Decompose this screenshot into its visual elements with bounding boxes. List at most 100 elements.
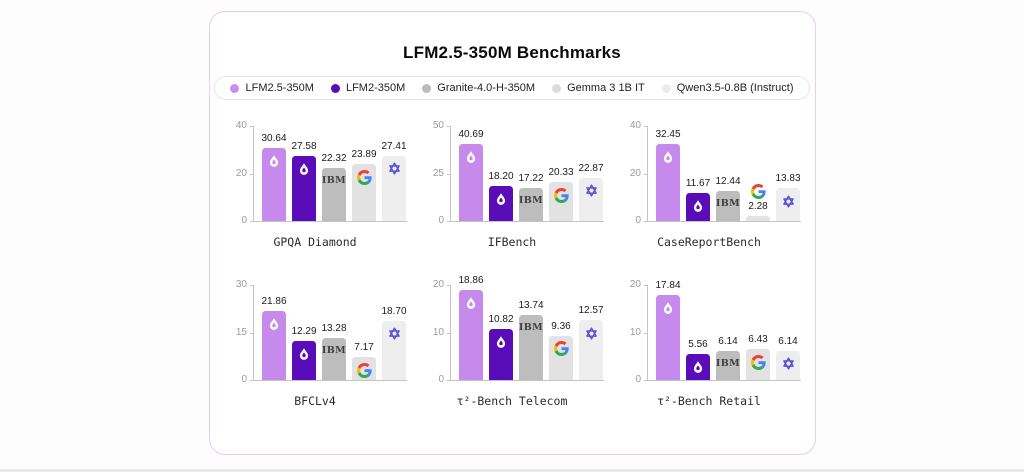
bar-group-lfm2-350m: 5.56 xyxy=(686,285,710,380)
bar-value-label: 12.57 xyxy=(578,305,604,317)
plot-area: 18.86 10.82 13.74 IBM 9.36 12.57 0 10 20 xyxy=(420,276,604,385)
chart-title: IFBench xyxy=(487,235,537,249)
qwen-logo-icon xyxy=(386,161,402,177)
benchmark-chart-bfclv4: 21.86 12.29 13.28 IBM 7.17 18.70 0 15 30 BFCLv4 xyxy=(223,280,407,408)
y-axis-tick-mark xyxy=(644,332,648,334)
bars: 17.84 5.56 6.14 IBM 6.43 6.14 xyxy=(655,281,800,380)
bar-value-label: 6.43 xyxy=(748,334,768,346)
bar-group-granite-4-0-h-350m: 22.32 IBM xyxy=(321,126,347,221)
x-axis xyxy=(450,380,604,381)
legend-item-label: Qwen3.5-0.8B (Instruct) xyxy=(676,82,794,94)
bar xyxy=(352,164,376,221)
bar-group-gemma-3-1b-it: 9.36 xyxy=(549,285,573,380)
page-title: LFM2.5-350M Benchmarks xyxy=(403,43,621,62)
ibm-logo-icon: IBM xyxy=(321,344,347,356)
bar-group-gemma-3-1b-it: 2.28 xyxy=(746,126,770,221)
bar-value-label: 11.67 xyxy=(685,178,711,190)
bar xyxy=(579,320,603,380)
ibm-logo-icon: IBM xyxy=(715,357,741,369)
y-axis-tick-label: 50 xyxy=(432,120,444,131)
y-axis-tick-label: 10 xyxy=(629,326,641,338)
y-axis-tick-label: 0 xyxy=(635,374,641,385)
x-axis xyxy=(253,221,407,222)
bar-group-qwen3-5-0-8b-instruct: 6.14 xyxy=(776,285,800,380)
bar xyxy=(746,349,770,380)
bar-value-label: 40.69 xyxy=(458,128,484,140)
qwen-logo-icon xyxy=(583,183,599,199)
bar-value-label: 21.86 xyxy=(261,295,287,307)
liquid-droplet-icon xyxy=(660,300,676,316)
legend-item: LFM2-350M xyxy=(330,82,405,94)
ibm-logo-icon: IBM xyxy=(518,321,544,333)
ibm-logo-icon: IBM xyxy=(715,198,741,210)
y-axis-tick-mark xyxy=(447,332,451,334)
bar xyxy=(292,155,316,221)
bar-group-qwen3-5-0-8b-instruct: 22.87 xyxy=(578,126,604,221)
plot-area: 21.86 12.29 13.28 IBM 7.17 18.70 0 15 30 xyxy=(223,280,407,385)
benchmark-chart-tau2-bench-telecom: 18.86 10.82 13.74 IBM 9.36 12.57 0 10 20 τ²-Ben… xyxy=(420,276,604,408)
bars: 21.86 12.29 13.28 IBM 7.17 18.70 xyxy=(261,285,407,380)
bar-group-lfm2-350m: 11.67 xyxy=(686,126,710,221)
legend-dot xyxy=(552,83,562,93)
y-axis-tick-label: 20 xyxy=(629,167,641,179)
bar xyxy=(459,143,483,221)
bar-group-qwen3-5-0-8b-instruct: 27.41 xyxy=(381,126,407,221)
bar-value-label: 12.29 xyxy=(291,326,317,338)
bar: IBM xyxy=(715,350,741,380)
legend-item: LFM2.5-350M xyxy=(230,82,314,94)
bar xyxy=(489,186,513,221)
google-g-icon xyxy=(553,187,569,203)
bar xyxy=(776,188,800,221)
bar-value-label: 32.45 xyxy=(655,128,681,140)
y-axis-tick-mark xyxy=(250,221,254,222)
y-axis-tick-mark xyxy=(250,285,254,286)
plot-area: 40.69 18.20 17.22 IBM 20.33 22.87 0 25 50 xyxy=(420,121,604,226)
y-axis-tick-mark xyxy=(447,285,451,286)
benchmark-chart-tau2-bench-retail: 17.84 5.56 6.14 IBM 6.43 6.14 0 10 20 τ²-Bench … xyxy=(617,280,801,408)
bar: IBM xyxy=(519,188,543,221)
bar xyxy=(746,215,770,221)
x-axis xyxy=(647,380,801,381)
bar-value-label: 18.86 xyxy=(458,275,484,287)
bar-value-label: 22.87 xyxy=(578,162,604,174)
bar: IBM xyxy=(321,337,347,380)
y-axis-tick-label: 25 xyxy=(432,167,444,179)
bar-group-qwen3-5-0-8b-instruct: 13.83 xyxy=(775,126,801,221)
bar-value-label: 9.36 xyxy=(551,320,571,332)
chart-title: GPQA Diamond xyxy=(273,235,357,249)
bar-group-gemma-3-1b-it: 6.43 xyxy=(746,285,770,380)
bar-group-lfm2-350m: 27.58 xyxy=(291,126,317,221)
y-axis-tick-label: 30 xyxy=(235,279,247,290)
y-axis-tick-mark xyxy=(644,380,648,381)
liquid-droplet-icon xyxy=(463,149,479,165)
y-axis-tick-mark xyxy=(250,173,254,175)
bar-group-granite-4-0-h-350m: 17.22 IBM xyxy=(518,126,544,221)
liquid-droplet-icon xyxy=(690,359,706,375)
plot-area: 32.45 11.67 12.44 IBM 2.28 13.83 0 20 40 xyxy=(617,121,801,226)
legend-item-label: LFM2.5-350M xyxy=(245,82,314,94)
y-axis-tick-mark xyxy=(644,126,648,127)
y-axis-tick-label: 20 xyxy=(432,279,444,290)
bars: 32.45 11.67 12.44 IBM 2.28 13.83 xyxy=(655,126,801,221)
liquid-droplet-icon xyxy=(660,149,676,165)
bar-value-label: 17.22 xyxy=(518,173,544,185)
bar-value-label: 18.20 xyxy=(488,171,514,183)
liquid-droplet-icon xyxy=(493,334,509,350)
y-axis-tick-mark xyxy=(250,380,254,381)
bar xyxy=(352,357,376,380)
plot-area: 17.84 5.56 6.14 IBM 6.43 6.14 0 10 20 xyxy=(617,280,801,385)
bars: 30.64 27.58 22.32 IBM 23.89 27.41 xyxy=(261,126,407,221)
legend-item: Gemma 3 1B IT xyxy=(552,82,645,94)
y-axis-tick-label: 0 xyxy=(635,215,641,226)
google-g-icon xyxy=(356,169,372,185)
x-axis xyxy=(647,221,801,222)
bar-value-label: 13.83 xyxy=(775,173,801,185)
y-axis-tick-label: 40 xyxy=(235,120,247,131)
bar-value-label: 12.44 xyxy=(715,176,741,188)
bar-value-label: 23.89 xyxy=(351,149,377,161)
plot-area: 30.64 27.58 22.32 IBM 23.89 27.41 0 20 40 xyxy=(223,121,407,226)
bar-group-lfm2-350m: 10.82 xyxy=(488,285,514,380)
liquid-droplet-icon xyxy=(463,295,479,311)
chart-title: BFCLv4 xyxy=(294,394,336,408)
bar-value-label: 13.74 xyxy=(518,299,544,311)
